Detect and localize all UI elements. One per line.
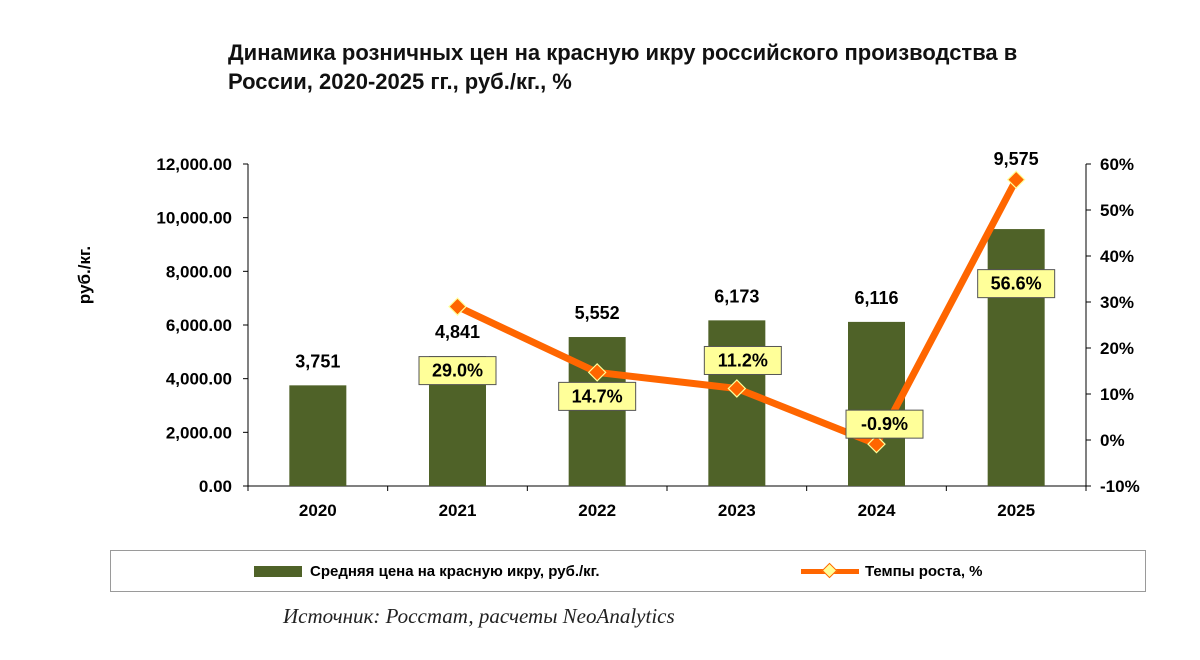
bar-value-label: 6,173 — [714, 286, 759, 306]
y-tick-label-left: 10,000.00 — [156, 209, 232, 228]
x-tick-label: 2023 — [718, 501, 756, 520]
growth-value-label: 29.0% — [432, 361, 483, 381]
bar-value-label: 4,841 — [435, 322, 480, 342]
growth-value-label: 56.6% — [991, 274, 1042, 294]
legend-item-price: Средняя цена на красную икру, руб./кг. — [254, 551, 600, 591]
y-tick-label-left: 8,000.00 — [166, 262, 232, 281]
y-tick-label-left: 12,000.00 — [156, 155, 232, 174]
y-tick-label-right: -10% — [1100, 477, 1140, 496]
legend-swatch-price — [254, 565, 302, 577]
growth-label-box — [703, 345, 782, 375]
legend-item-growth: Темпы роста, % — [801, 551, 983, 591]
y-tick-label-right: 10% — [1100, 385, 1134, 404]
legend-label-price: Средняя цена на красную икру, руб./кг. — [310, 562, 600, 580]
growth-value-label: -0.9% — [861, 414, 908, 434]
y-tick-label-right: 60% — [1100, 155, 1134, 174]
growth-point-marker — [448, 297, 467, 316]
chart-title: Динамика розничных цен на красную икру р… — [228, 38, 1168, 96]
y-tick-label-left: 2,000.00 — [166, 423, 232, 442]
bar-value-label: 9,575 — [994, 149, 1039, 169]
growth-point-marker — [587, 363, 607, 382]
growth-label-box — [418, 356, 497, 386]
bar-2023 — [708, 320, 766, 486]
y-axis-title: руб./кг. — [75, 246, 94, 304]
chart-legend: Средняя цена на красную икру, руб./кг. Т… — [110, 550, 1146, 592]
bar-2020 — [289, 385, 347, 486]
growth-point-marker — [1006, 170, 1026, 189]
x-tick-label: 2021 — [439, 501, 477, 520]
growth-label-box — [977, 269, 1056, 299]
y-tick-label-right: 0% — [1100, 431, 1125, 450]
growth-label-box — [845, 409, 924, 439]
growth-value-label: 14.7% — [572, 386, 623, 406]
y-tick-label-left: 0.00 — [199, 477, 232, 496]
legend-label-growth: Темпы роста, % — [865, 562, 983, 580]
bar-value-label: 3,751 — [295, 351, 340, 371]
growth-value-label: 11.2% — [718, 350, 768, 370]
bar-value-label: 6,116 — [854, 288, 898, 308]
y-tick-label-right: 20% — [1100, 339, 1134, 358]
source-note: Источник: Росстат, расчеты NeoAnalytics — [283, 604, 675, 628]
y-tick-label-right: 30% — [1100, 293, 1134, 312]
x-tick-label: 2020 — [299, 501, 337, 520]
y-tick-label-right: 50% — [1100, 201, 1134, 220]
bar-value-label: 5,552 — [575, 303, 620, 323]
chart-title-line-2: России, 2020-2025 гг., руб./кг., % — [228, 69, 572, 94]
y-tick-label-right: 40% — [1100, 247, 1134, 266]
x-tick-label: 2024 — [858, 501, 896, 520]
bar-2025 — [987, 229, 1045, 486]
y-tick-label-left: 6,000.00 — [166, 316, 232, 335]
growth-point-marker — [727, 379, 747, 398]
x-tick-label: 2022 — [578, 501, 616, 520]
legend-swatch-growth — [801, 562, 859, 579]
y-tick-label-left: 4,000.00 — [166, 370, 232, 389]
growth-label-box — [558, 381, 637, 411]
chart-title-line-1: Динамика розничных цен на красную икру р… — [228, 40, 1018, 65]
x-tick-label: 2025 — [997, 501, 1035, 520]
growth-point-marker — [867, 434, 886, 454]
